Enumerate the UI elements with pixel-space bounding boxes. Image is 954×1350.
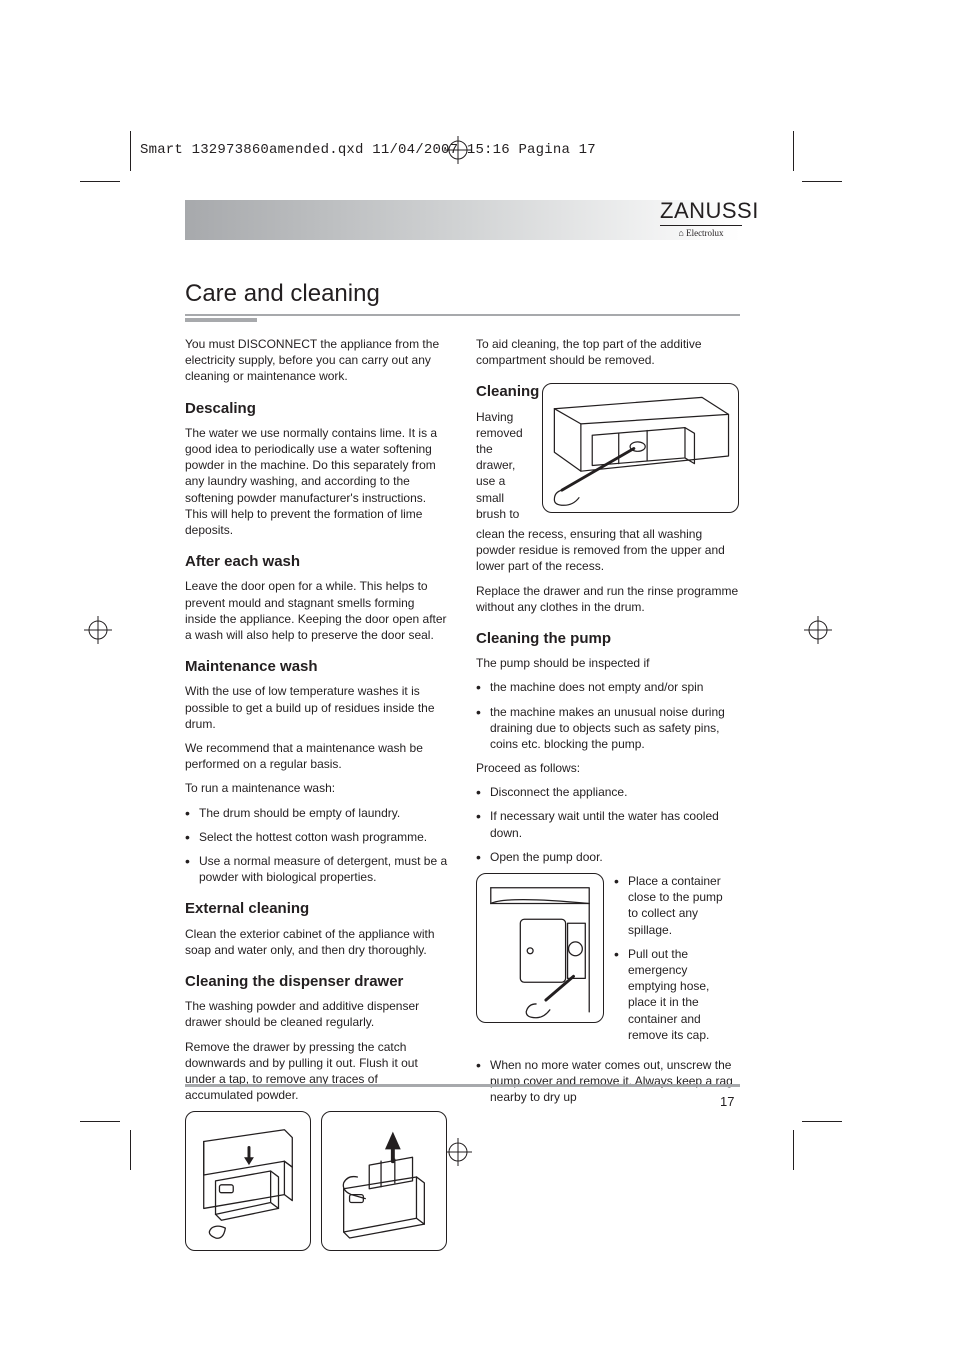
heading-descaling: Descaling: [185, 399, 448, 419]
pump-side-bullet: Pull out the emergency emptying hose, pl…: [614, 946, 734, 1043]
pump-bullet: the machine makes an unusual noise durin…: [476, 704, 739, 753]
illustration-recess-brush: [542, 383, 739, 513]
heading-dispenser-drawer: Cleaning the dispenser drawer: [185, 972, 448, 992]
illustration-drawer-remove: [185, 1111, 311, 1251]
aid-text: To aid cleaning, the top part of the add…: [476, 336, 739, 368]
mwash-p1: With the use of low temperature washes i…: [185, 683, 448, 732]
pump-p1: The pump should be inspected if: [476, 655, 739, 671]
pump-step: Disconnect the appliance.: [476, 784, 739, 800]
illustration-pump-door: [476, 873, 604, 1023]
pump-p2: Proceed as follows:: [476, 760, 739, 776]
brand-name: ZANUSSI: [660, 198, 742, 224]
heading-pump: Cleaning the pump: [476, 629, 739, 649]
descaling-text: The water we use normally contains lime.…: [185, 425, 448, 538]
pump-step: Open the pump door.: [476, 849, 739, 865]
right-column: To aid cleaning, the top part of the add…: [476, 336, 739, 1251]
recess-p1-a: Having removed the drawer, use a small b…: [476, 409, 530, 522]
mwash-p2: We recommend that a maintenance wash be …: [185, 740, 448, 772]
pump-last-bullet: When no more water comes out, unscrew th…: [476, 1057, 739, 1106]
print-meta-line: Smart 132973860amended.qxd 11/04/2007 15…: [140, 142, 596, 158]
recess-p1-b: clean the recess, ensuring that all wash…: [476, 526, 739, 575]
heading-maintenance-wash: Maintenance wash: [185, 657, 448, 677]
mwash-p3: To run a maintenance wash:: [185, 780, 448, 796]
drawer-p1: The washing powder and additive dispense…: [185, 998, 448, 1030]
pump-step: If necessary wait until the water has co…: [476, 808, 739, 840]
heading-after-wash: After each wash: [185, 552, 448, 572]
recess-p2: Replace the drawer and run the rinse pro…: [476, 583, 739, 615]
drawer-p2: Remove the drawer by pressing the catch …: [185, 1039, 448, 1104]
pump-side-bullet: Place a container close to the pump to c…: [614, 873, 734, 938]
external-cleaning-text: Clean the exterior cabinet of the applia…: [185, 926, 448, 958]
intro-text: You must DISCONNECT the appliance from t…: [185, 336, 448, 385]
after-wash-text: Leave the door open for a while. This he…: [185, 578, 448, 643]
heading-external-cleaning: External cleaning: [185, 899, 448, 919]
mwash-bullet: The drum should be empty of laundry.: [185, 805, 448, 821]
header-banner: [185, 200, 740, 240]
illustration-drawer-tap: [321, 1111, 447, 1251]
page-number: 17: [720, 1094, 734, 1109]
mwash-bullet: Select the hottest cotton wash programme…: [185, 829, 448, 845]
left-column: You must DISCONNECT the appliance from t…: [185, 336, 448, 1251]
brand-sub: ⌂ Electrolux: [660, 228, 742, 238]
brand-logo: ZANUSSI ⌂ Electrolux: [660, 198, 742, 238]
footer-rule: [185, 1084, 740, 1087]
pump-bullet: the machine does not empty and/or spin: [476, 679, 739, 695]
page-title: Care and cleaning: [185, 280, 740, 308]
mwash-bullet: Use a normal measure of detergent, must …: [185, 853, 448, 885]
